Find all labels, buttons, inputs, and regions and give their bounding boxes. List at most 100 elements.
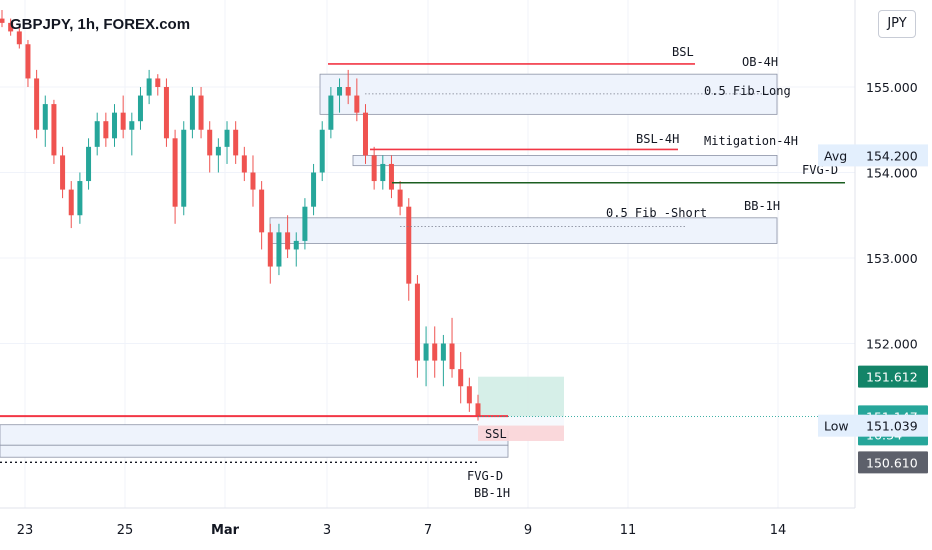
candle-body: [267, 232, 273, 267]
tag-name: Avg: [824, 148, 847, 163]
label-fib-long: 0.5 Fib-Long: [704, 84, 791, 98]
candle: [276, 223, 282, 276]
candle-body: [233, 129, 239, 156]
candle: [172, 129, 178, 224]
candle-body: [207, 129, 213, 156]
tag-name-bg: [818, 414, 858, 437]
candle-body: [137, 95, 143, 122]
candle: [34, 69, 40, 139]
candle: [440, 334, 446, 387]
candle: [432, 326, 438, 378]
price-tag-bg: [858, 365, 928, 388]
tag-value-bg: [858, 144, 928, 167]
chart-title: GBPJPY, 1h, FOREX.com: [10, 16, 191, 33]
candle-body: [458, 369, 464, 387]
candle-body: [276, 232, 282, 267]
x-tick-label: 3: [323, 523, 331, 538]
label-fvg-d-bottom: FVG-D: [467, 469, 503, 483]
candle-body: [319, 129, 325, 173]
tag-name: Low: [824, 419, 849, 434]
price-tag-value: 151.612: [866, 370, 918, 385]
candle: [129, 112, 135, 156]
candle-body: [25, 44, 31, 79]
candle-body: [371, 155, 377, 182]
candle: [345, 69, 351, 105]
candle-body: [94, 121, 100, 147]
label-ssl: SSL: [485, 427, 507, 441]
y-tick-label: 155.000: [866, 80, 918, 95]
candle: [285, 215, 291, 258]
label-fvg-d-top: FVG-D: [802, 163, 838, 177]
candle: [267, 223, 273, 284]
candle: [215, 138, 221, 173]
tag-name-bg: [818, 144, 858, 167]
candle: [259, 181, 265, 250]
candle-body: [103, 121, 109, 139]
currency-badge[interactable]: JPY: [878, 10, 916, 38]
candle-body: [475, 403, 481, 417]
candle-body: [423, 343, 429, 361]
candle-body: [397, 189, 403, 207]
candle-body: [432, 343, 438, 361]
x-tick-label: 25: [117, 523, 134, 538]
candle: [207, 121, 213, 173]
candle: [68, 181, 74, 229]
candle: [380, 155, 386, 190]
label-mitigation-4h: Mitigation-4H: [704, 134, 798, 148]
candle: [60, 146, 66, 199]
y-tick-label: 153.000: [866, 251, 918, 266]
candle: [42, 95, 48, 147]
candle-body: [302, 206, 308, 241]
x-tick-label: 7: [424, 523, 432, 538]
price-tag-value: 150.610: [866, 455, 918, 470]
candle: [181, 121, 187, 216]
candle: [241, 146, 247, 182]
label-bsl-4h: BSL-4H: [636, 132, 679, 146]
candle: [16, 27, 22, 49]
candle-body: [259, 189, 265, 233]
candle-body: [345, 87, 351, 96]
price-tag-bg: [858, 451, 928, 474]
x-tick-label: 9: [524, 523, 532, 538]
candle-body: [86, 146, 92, 182]
zone-box: [0, 424, 509, 446]
label-fib-short: 0.5 Fib -Short: [606, 206, 707, 220]
zone-box: [319, 73, 778, 115]
candle-body: [449, 343, 455, 370]
candle: [458, 352, 464, 404]
candle-body: [112, 112, 118, 139]
candle-body: [42, 104, 48, 130]
candle: [77, 172, 83, 224]
label-bsl: BSL: [672, 45, 694, 59]
candle-body: [181, 129, 187, 207]
candle-body: [8, 22, 14, 32]
x-tick-label: Mar: [211, 523, 240, 538]
candle-body: [406, 206, 412, 284]
candle-body: [285, 232, 291, 250]
candle-body: [311, 172, 317, 207]
candle-body: [328, 95, 334, 130]
candle-body: [440, 343, 446, 361]
annotation-labels: BSL OB-4H 0.5 Fib-Long BSL-4H Mitigation-4H F…: [467, 45, 838, 500]
zone-box: [352, 154, 778, 167]
tag-value-bg: [858, 414, 928, 437]
candle: [155, 74, 161, 96]
candle: [25, 39, 31, 87]
candle-body: [337, 87, 343, 96]
candle: [302, 198, 308, 250]
tag-value: 151.039: [866, 419, 918, 434]
position-stop-box: [478, 425, 564, 441]
y-tick-label: 152.000: [866, 337, 918, 352]
candle: [198, 87, 204, 139]
candle: [466, 377, 472, 412]
candle: [94, 112, 100, 156]
candle: [250, 155, 256, 207]
candle: [146, 69, 152, 105]
candle-body: [16, 31, 22, 45]
candle-body: [388, 163, 394, 190]
candle-body: [60, 155, 66, 190]
candle-body: [129, 121, 135, 130]
candle: [423, 326, 429, 387]
candle: [51, 99, 57, 164]
